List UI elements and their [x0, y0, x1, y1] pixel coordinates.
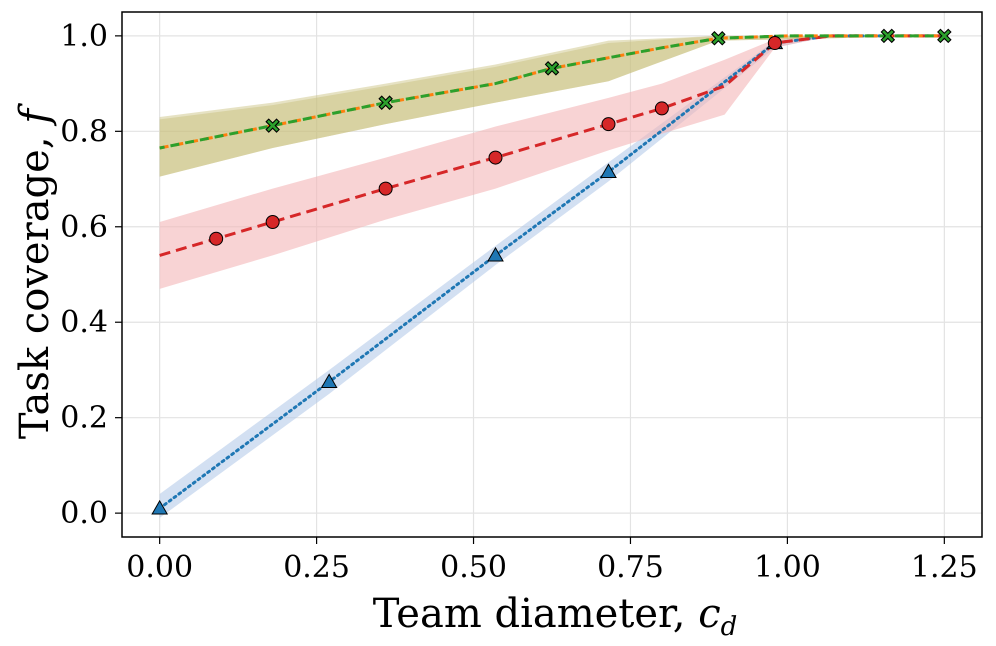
- x-tick-label: 1.25: [911, 550, 978, 585]
- green-data-point: [265, 118, 280, 133]
- blue-data-point: [487, 246, 504, 262]
- x-axis-label: Team diameter, cd: [373, 591, 738, 642]
- grid: [122, 12, 982, 537]
- x-marker-shape: [937, 28, 952, 44]
- red-data-point: [488, 150, 503, 165]
- series-markers: [151, 28, 952, 515]
- green-data-point: [544, 61, 560, 76]
- y-tick-label: 0.4: [60, 305, 108, 340]
- x-tick-label: 0.25: [283, 550, 350, 585]
- orange-band: [159, 35, 945, 177]
- green-data-point: [880, 28, 896, 44]
- blue-data-point: [320, 373, 338, 389]
- x-marker-shape: [378, 95, 393, 110]
- red-data-point: [378, 181, 393, 196]
- x-tick-label: 0.00: [126, 550, 193, 585]
- red-data-point: [654, 101, 669, 116]
- blue-data-point: [600, 163, 617, 179]
- green-data-point: [711, 30, 726, 46]
- red-band: [159, 35, 945, 289]
- x-marker-shape: [711, 30, 726, 46]
- y-tick-label: 1.0: [60, 19, 108, 54]
- y-tick-label: 0.2: [60, 401, 108, 436]
- confidence-bands: [159, 35, 945, 518]
- green-series-line: [159, 34, 945, 150]
- y-tick-label: 0.8: [60, 114, 108, 149]
- x-tick-label: 0.75: [597, 550, 664, 585]
- y-tick-label: 0.6: [60, 210, 108, 245]
- red-data-point: [767, 36, 782, 51]
- x-marker-shape: [265, 118, 280, 133]
- green-data-point: [937, 28, 952, 44]
- red-data-point: [601, 117, 616, 132]
- y-axis-label: Task coverage, f: [12, 103, 58, 439]
- orange-series-line: [159, 34, 945, 150]
- axis-ticks: 0.00 0.25 0.50 0.75 1.00 1.25 0.0 0.2 0.4 0.6 0.8 1…: [60, 19, 977, 585]
- green-data-point: [378, 95, 393, 110]
- y-tick-label: 0.0: [60, 496, 108, 531]
- green-band: [159, 35, 945, 177]
- x-tick-label: 0.50: [440, 550, 507, 585]
- red-data-point: [209, 231, 224, 246]
- red-data-point: [265, 215, 280, 229]
- x-tick-label: 1.00: [754, 550, 821, 585]
- blue-data-point: [151, 499, 169, 515]
- plot-frame: [121, 11, 983, 538]
- x-marker-shape: [880, 28, 896, 44]
- x-marker-shape: [544, 61, 560, 76]
